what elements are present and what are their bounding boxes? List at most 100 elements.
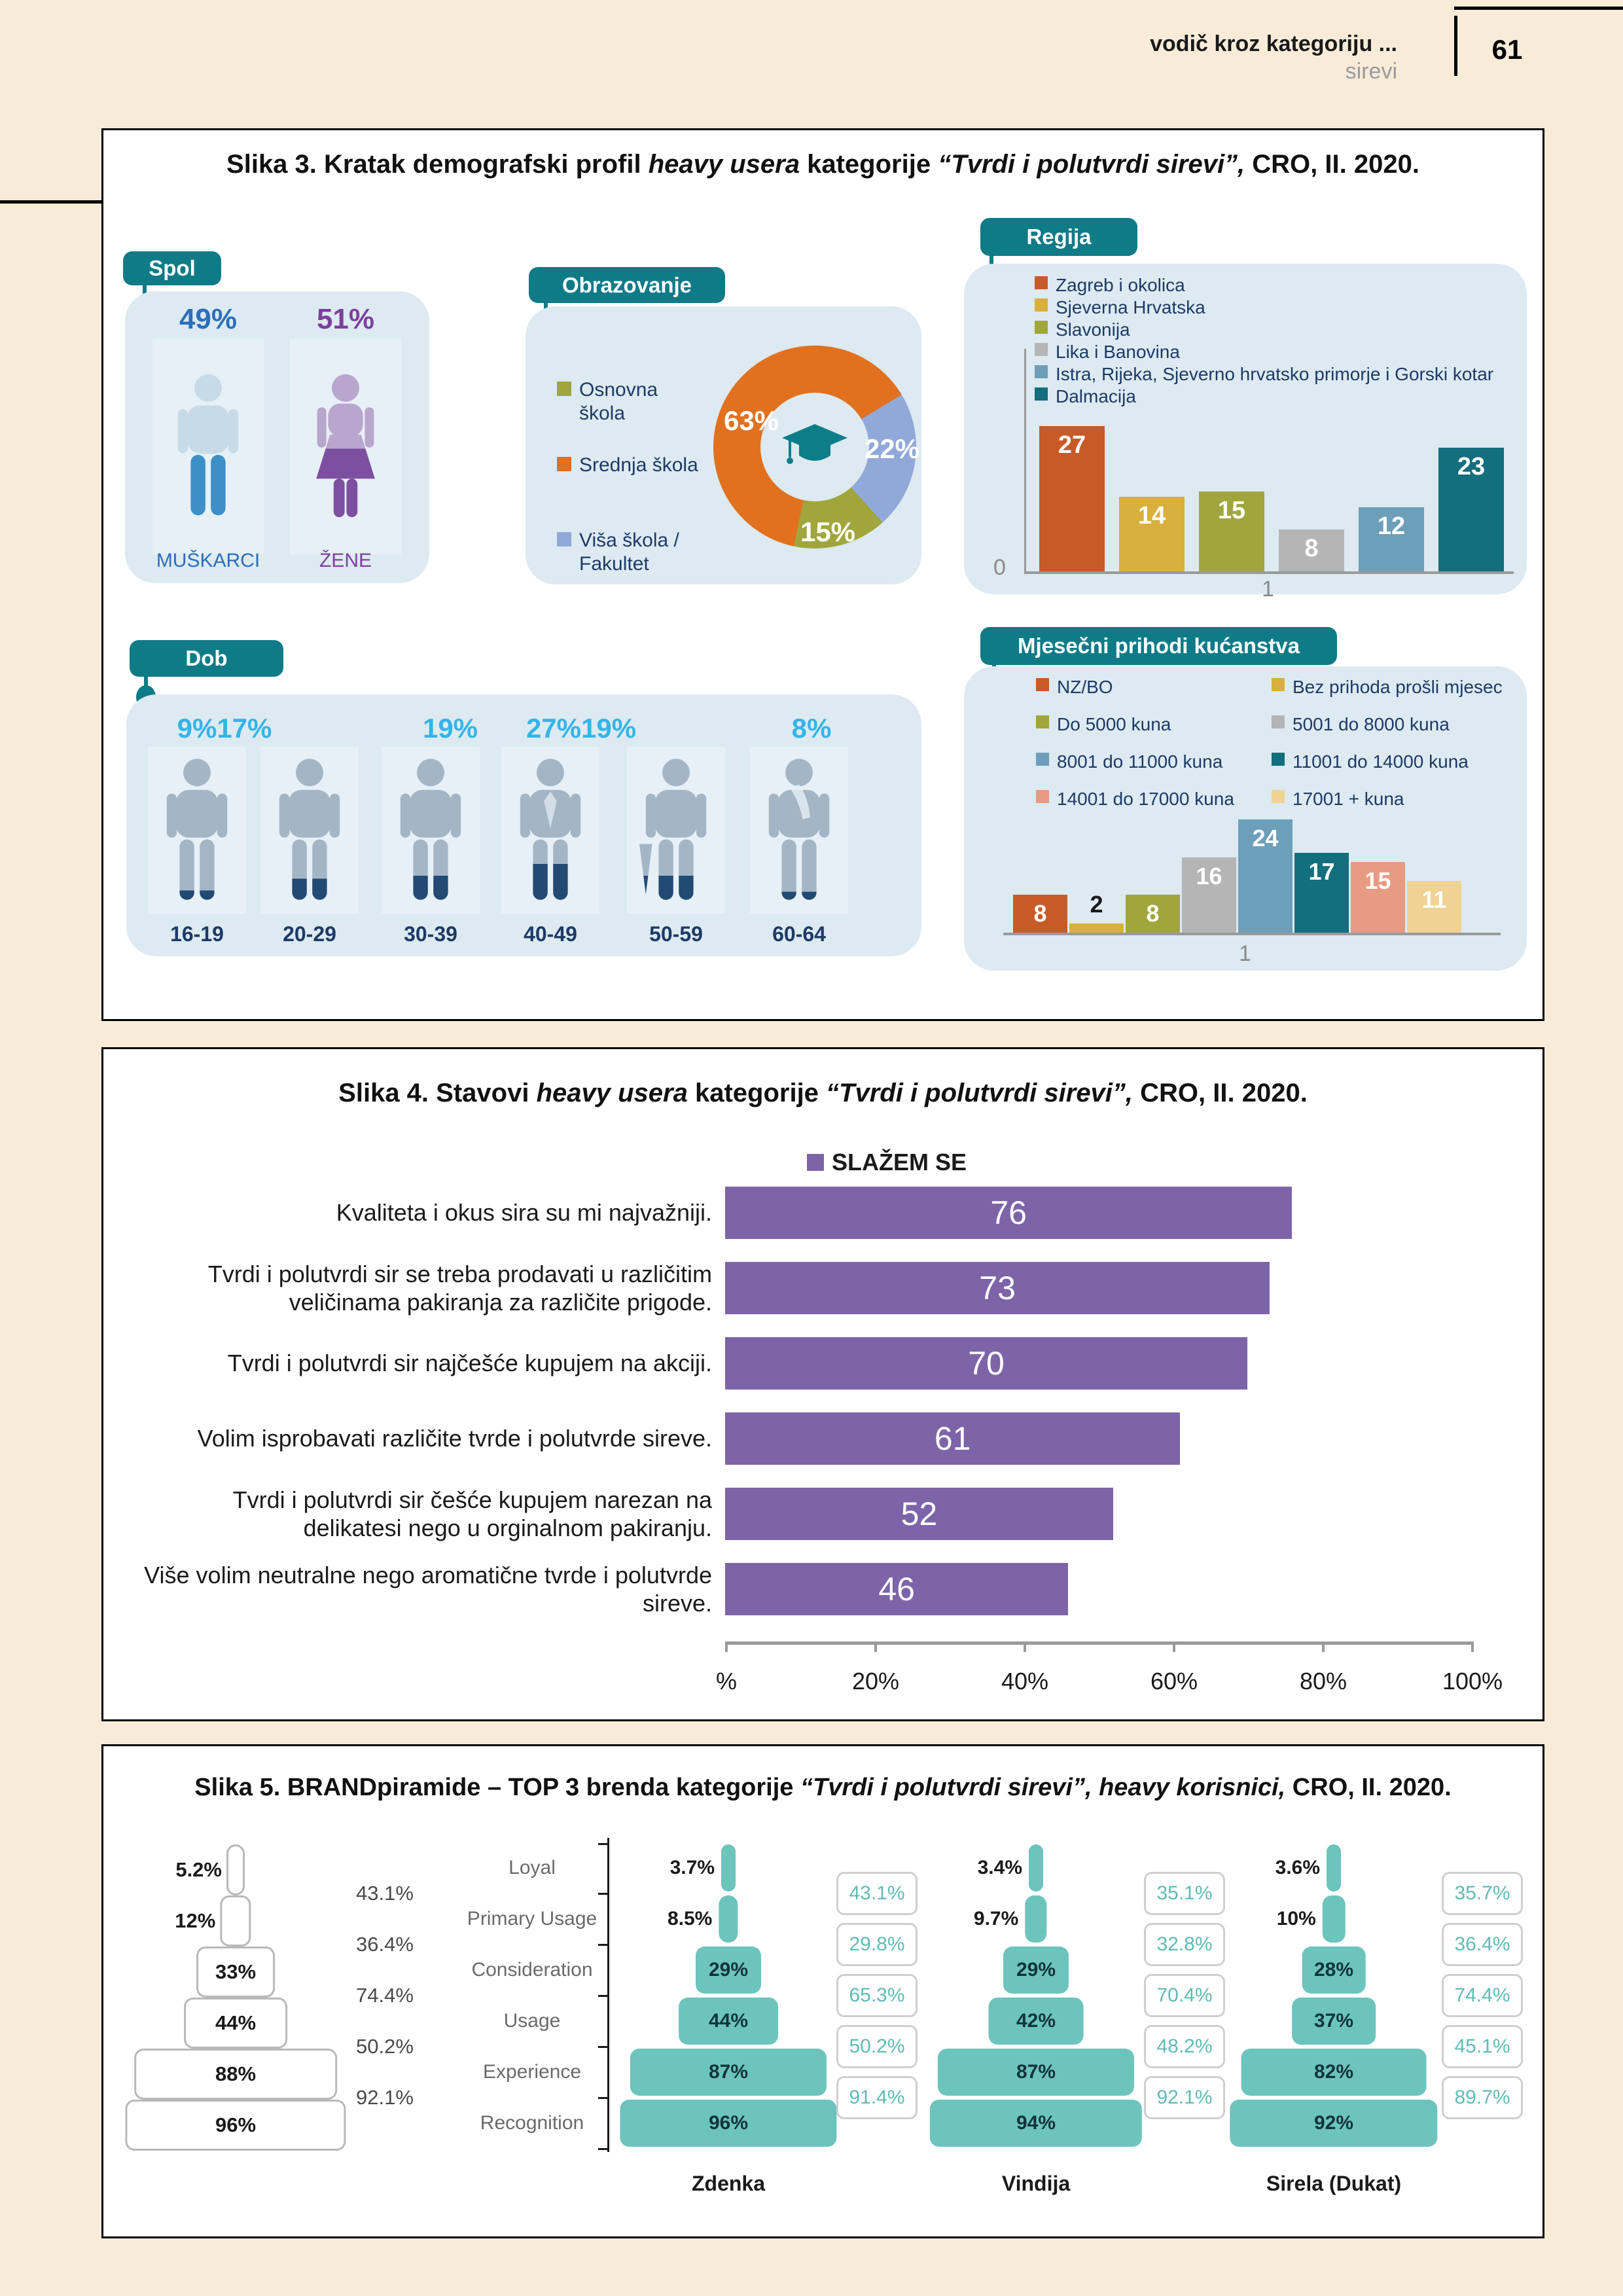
legend-label: Lika i Banovina	[1056, 342, 1180, 362]
figure-3-title: Slika 3. Kratak demografski profil heavy…	[103, 150, 1543, 179]
bar-value: 23	[1457, 453, 1486, 481]
axis-tick-label: 60%	[1150, 1668, 1198, 1695]
fig4-title-part3: kategorije	[687, 1079, 827, 1107]
fig3-title-part5: CRO, II. 2020.	[1245, 150, 1419, 179]
dob-panel: 9%17% 19% 27%19% 8% 16-19 20-29 30-39 40…	[126, 694, 921, 956]
legend-swatch-osnovna	[557, 382, 571, 396]
level-value: 3.6%	[1275, 1857, 1320, 1878]
obrazovanje-panel: Osnovna škola Srednja škola Viša škola /…	[526, 306, 921, 584]
zdenka-conversion: 50.2%	[836, 2025, 918, 2068]
legend-swatch	[1272, 753, 1285, 766]
zdenka-primary: 8.5%	[668, 1895, 738, 1943]
graduation-cap-icon	[782, 424, 847, 464]
axis-tick	[598, 2046, 609, 2048]
conversion-value: 89.7%	[1454, 2087, 1510, 2108]
level-value: 3.7%	[669, 1857, 715, 1878]
sirela-primary: 10%	[1277, 1895, 1346, 1943]
attitude-label: Više volim neutralne nego aromatične tvr…	[144, 1561, 712, 1617]
zdenka-conversion: 91.4%	[836, 2076, 918, 2119]
attitude-bar: 61	[725, 1412, 1181, 1465]
sirela-consideration: 28%	[1302, 1946, 1366, 1994]
level-name-consideration: Consideration	[471, 1959, 593, 1981]
legend-swatch	[1272, 790, 1285, 803]
axis-tick-label: %	[715, 1668, 738, 1695]
bar-dalmacija: 23	[1438, 448, 1504, 573]
attitude-row: Volim isprobavati različite tvrde i polu…	[136, 1412, 1181, 1465]
bar-lika: 8	[1279, 529, 1344, 573]
conversion-value: 35.1%	[1156, 1882, 1213, 1904]
bar-value: 2	[1090, 890, 1103, 918]
dob-pct-30-39: 19%	[422, 713, 478, 744]
legend-swatch	[1036, 715, 1049, 728]
male-percentage: 49%	[179, 303, 238, 335]
income-legend-item: 17001 + kuna	[1272, 788, 1507, 810]
education-legend-item: Osnovna škola	[557, 378, 701, 425]
bar-value: 70	[968, 1345, 1005, 1382]
sirela-conversion: 35.7%	[1442, 1872, 1523, 1915]
bar-zagreb: 27	[1039, 425, 1105, 573]
bar-bez-prihoda: 2	[1069, 891, 1124, 933]
income-legend-item: 14001 do 17000 kuna	[1036, 788, 1252, 810]
conversion-value: 35.7%	[1454, 1882, 1510, 1904]
level-value: 5.2%	[175, 1858, 222, 1881]
level-value: 3.4%	[977, 1857, 1022, 1878]
legend-label: NZ/BO	[1057, 677, 1113, 697]
legend-label: 11001 do 14000 kuna	[1293, 751, 1469, 772]
axis-tick	[598, 1995, 609, 1997]
bar-value: 12	[1377, 512, 1406, 541]
axis-tick-label: 40%	[1001, 1668, 1049, 1695]
dob-connector-line	[144, 673, 148, 689]
vindija-conversion: 92.1%	[1144, 2076, 1225, 2119]
bar-14001-17000: 15	[1351, 862, 1405, 933]
fig4-title-part1: Slika 4. Stavovi	[338, 1079, 537, 1107]
sirela-loyal: 3.6%	[1275, 1844, 1341, 1892]
level-value: 28%	[1313, 1959, 1354, 1981]
conversion-value: 91.4%	[849, 2087, 905, 2108]
conversion-value: 48.2%	[1156, 2036, 1213, 2057]
bar-value: 24	[1252, 825, 1279, 852]
conversion-value: 65.3%	[849, 1984, 905, 2006]
legend-label: Viša škola / Fakultet	[579, 529, 679, 575]
sirela-recognition: 92%	[1230, 2100, 1438, 2147]
base-pyramid-primary: 12%	[175, 1895, 251, 1946]
brand-name-sirela: Sirela (Dukat)	[1266, 2172, 1402, 2195]
bar-value: 15	[1217, 496, 1246, 524]
sirela-conversion: 89.7%	[1442, 2076, 1523, 2119]
header-top-rule	[1454, 7, 1623, 10]
attitude-bar: 76	[725, 1187, 1293, 1239]
legend-swatch	[1035, 298, 1048, 312]
attitude-label: Kvaliteta i okus sira su mi najvažniji.	[336, 1199, 712, 1227]
level-value: 94%	[1016, 2112, 1056, 2134]
base-pyramid-consideration: 33%	[196, 1946, 275, 1998]
region-y-axis	[1024, 349, 1026, 573]
spol-label-text: Spol	[149, 256, 196, 280]
fig4-title-part5: CRO, II. 2020.	[1133, 1079, 1308, 1107]
legend-swatch	[1272, 715, 1285, 728]
axis-tick-label: 20%	[851, 1668, 900, 1695]
level-value: 96%	[215, 2113, 257, 2136]
level-name-primary-usage: Primary Usage	[467, 1908, 597, 1929]
income-legend-item: 11001 do 14000 kuna	[1272, 751, 1507, 773]
bar-value: 17	[1308, 857, 1335, 885]
regija-panel: Zagreb i okolica Sjeverna Hrvatska Slavo…	[964, 264, 1527, 601]
header-vertical-rule	[1454, 16, 1457, 76]
fig5-title-part3: CRO, II. 2020.	[1285, 1774, 1452, 1801]
legend-label: Do 5000 kuna	[1057, 714, 1171, 734]
level-value: 10%	[1276, 1908, 1316, 1929]
figure-4-title: Slika 4. Stavovi heavy usera kategorije …	[103, 1079, 1543, 1108]
person-40-49-icon	[520, 759, 581, 900]
bar-value: 8	[1304, 534, 1319, 562]
prihodi-label-text: Mjesečni prihodi kućanstva	[1018, 634, 1300, 658]
conversion-value: 43.1%	[849, 1882, 905, 1904]
region-bar-chart: 27 14 15 8 12 23	[1024, 349, 1514, 574]
bar-value: 76	[990, 1194, 1027, 1231]
vindija-conversion: 70.4%	[1144, 1974, 1225, 2017]
section-label-obrazovanje: Obrazovanje	[529, 267, 725, 303]
level-value: 9.7%	[973, 1908, 1019, 1929]
bar-sjeverna: 14	[1119, 496, 1185, 573]
attitude-bar: 52	[725, 1488, 1113, 1540]
level-value: 37%	[1313, 2010, 1354, 2032]
bar-istra: 12	[1359, 507, 1424, 573]
section-label-spol: Spol	[123, 251, 221, 285]
legend-label: Istra, Rijeka, Sjeverno hrvatsko primorj…	[1056, 364, 1494, 384]
